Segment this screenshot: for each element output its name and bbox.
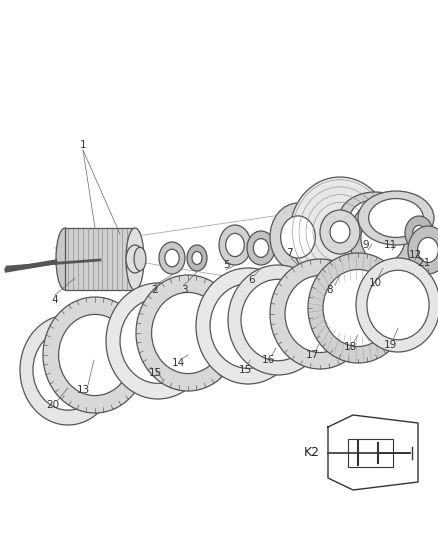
Ellipse shape xyxy=(308,253,408,363)
Text: 9: 9 xyxy=(363,240,369,250)
Text: 3: 3 xyxy=(181,285,187,295)
Polygon shape xyxy=(65,228,135,290)
Ellipse shape xyxy=(247,231,275,265)
Ellipse shape xyxy=(126,245,144,273)
Ellipse shape xyxy=(196,268,300,384)
Ellipse shape xyxy=(356,258,438,352)
Ellipse shape xyxy=(159,242,185,274)
Ellipse shape xyxy=(320,210,360,254)
Ellipse shape xyxy=(219,225,251,265)
Text: 5: 5 xyxy=(223,260,230,270)
Ellipse shape xyxy=(349,200,417,276)
Ellipse shape xyxy=(367,270,429,340)
Ellipse shape xyxy=(323,270,393,346)
Ellipse shape xyxy=(413,225,425,241)
Ellipse shape xyxy=(369,199,424,237)
Ellipse shape xyxy=(361,213,405,263)
Ellipse shape xyxy=(120,298,196,383)
Text: 17: 17 xyxy=(305,350,318,360)
Text: 18: 18 xyxy=(343,342,357,352)
Text: 15: 15 xyxy=(238,365,251,375)
Text: 19: 19 xyxy=(383,340,397,350)
Text: 14: 14 xyxy=(171,358,185,368)
Text: 12: 12 xyxy=(408,250,422,260)
Ellipse shape xyxy=(408,226,438,274)
Text: 13: 13 xyxy=(76,385,90,395)
Ellipse shape xyxy=(350,200,400,236)
Text: 7: 7 xyxy=(286,248,292,258)
Text: 8: 8 xyxy=(327,285,333,295)
Ellipse shape xyxy=(187,245,207,271)
Ellipse shape xyxy=(43,297,147,413)
Ellipse shape xyxy=(253,239,268,257)
Ellipse shape xyxy=(339,192,411,244)
Text: 1: 1 xyxy=(80,140,86,150)
Ellipse shape xyxy=(20,315,116,425)
Text: K2: K2 xyxy=(304,446,320,459)
Ellipse shape xyxy=(152,293,224,374)
Ellipse shape xyxy=(290,177,390,287)
Ellipse shape xyxy=(226,233,244,256)
Ellipse shape xyxy=(285,276,355,352)
Ellipse shape xyxy=(270,259,370,369)
Ellipse shape xyxy=(405,216,433,250)
Ellipse shape xyxy=(56,228,74,290)
Ellipse shape xyxy=(281,216,315,258)
Text: 6: 6 xyxy=(249,275,255,285)
Text: 10: 10 xyxy=(368,278,381,288)
Ellipse shape xyxy=(59,314,131,395)
Ellipse shape xyxy=(210,284,286,368)
Ellipse shape xyxy=(330,221,350,243)
Ellipse shape xyxy=(270,203,326,271)
Text: 15: 15 xyxy=(148,368,162,378)
Ellipse shape xyxy=(358,191,434,245)
Text: 11: 11 xyxy=(383,240,397,250)
Ellipse shape xyxy=(33,330,103,410)
Ellipse shape xyxy=(134,247,146,271)
Ellipse shape xyxy=(241,279,315,361)
Ellipse shape xyxy=(136,275,240,391)
Ellipse shape xyxy=(106,283,210,399)
Ellipse shape xyxy=(192,252,202,264)
Ellipse shape xyxy=(228,265,328,375)
Ellipse shape xyxy=(417,238,438,262)
Text: 16: 16 xyxy=(261,355,275,365)
Ellipse shape xyxy=(126,228,144,290)
Bar xyxy=(348,439,393,466)
Text: 20: 20 xyxy=(46,400,60,410)
Ellipse shape xyxy=(165,249,179,267)
Text: 21: 21 xyxy=(417,258,431,268)
Text: 2: 2 xyxy=(152,285,158,295)
Text: 4: 4 xyxy=(52,295,58,305)
